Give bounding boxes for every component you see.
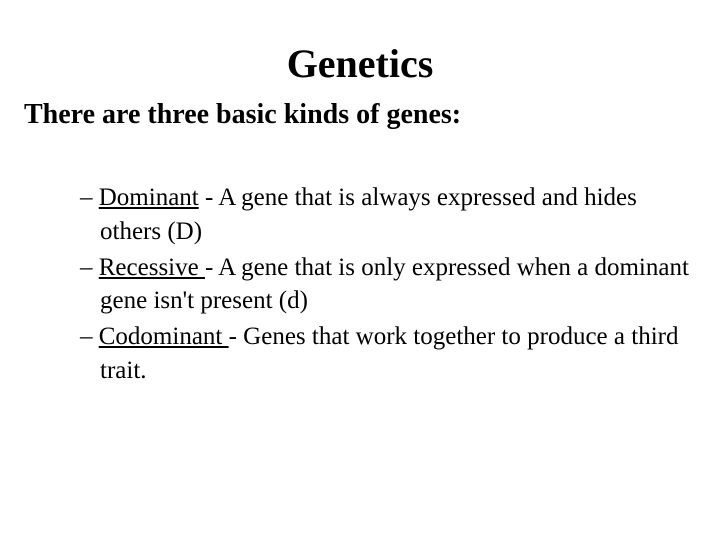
slide-title: Genetics <box>20 40 700 87</box>
bullet-list: – Dominant - A gene that is always expre… <box>20 181 700 388</box>
bullet-dash: – <box>80 254 99 281</box>
list-item: – Dominant - A gene that is always expre… <box>80 181 700 249</box>
slide-subtitle: There are three basic kinds of genes: <box>20 99 700 131</box>
list-item: – Recessive - A gene that is only expres… <box>80 251 700 319</box>
bullet-term: Recessive <box>99 254 205 281</box>
bullet-dash: – <box>80 184 99 211</box>
bullet-dash: – <box>80 323 99 350</box>
bullet-term: Codominant <box>99 323 229 350</box>
bullet-term: Dominant <box>99 184 199 211</box>
list-item: – Codominant - Genes that work together … <box>80 320 700 388</box>
